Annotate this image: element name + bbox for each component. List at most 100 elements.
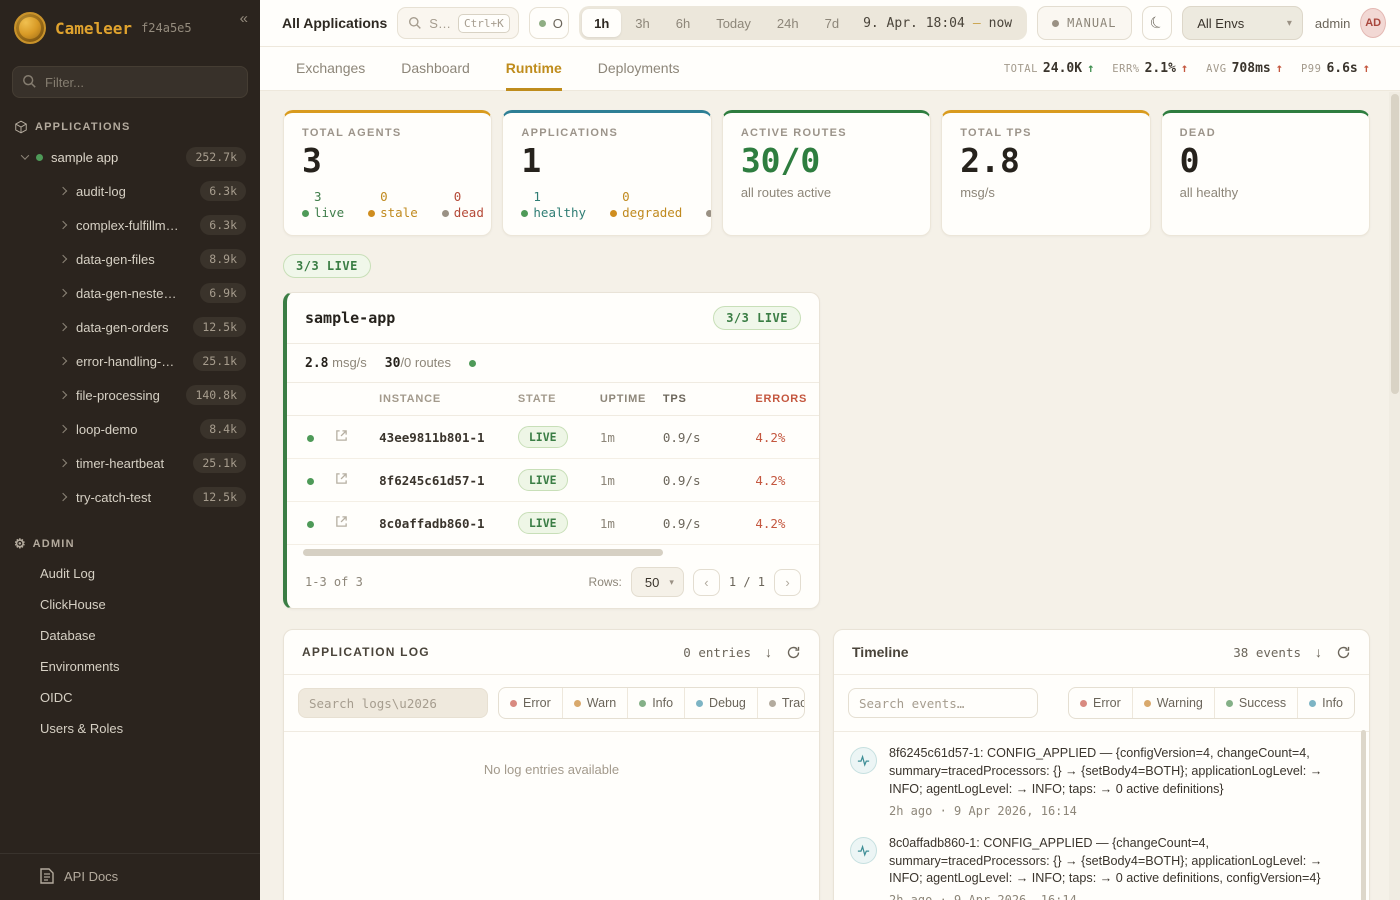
trend-up-icon: ↑ <box>1362 61 1370 75</box>
applications-section-label: APPLICATIONS <box>0 112 260 140</box>
refresh-icon[interactable] <box>786 645 801 660</box>
time-range-today[interactable]: Today <box>716 15 751 31</box>
sidebar-collapse-icon[interactable]: « <box>239 10 248 27</box>
log-entries-count: 0 entries <box>683 644 751 660</box>
filter-error[interactable]: Error <box>1069 688 1132 718</box>
sidebar-route-item[interactable]: data-gen-orders 12.5k <box>0 310 260 344</box>
sidebar-filter-input[interactable] <box>12 66 248 98</box>
content: TOTAL AGENTS 3 3 live 0 stale 0 dead APPLIC… <box>260 91 1400 900</box>
status-dot <box>610 209 618 217</box>
sidebar-item-users-roles[interactable]: Users & Roles <box>40 721 124 736</box>
tab-dashboard[interactable]: Dashboard <box>401 60 470 76</box>
environment-select[interactable]: All Envs ▾ <box>1182 6 1303 40</box>
status-dot <box>696 699 704 707</box>
status-dot <box>307 477 314 485</box>
filter-warning[interactable]: Warning <box>1131 688 1214 718</box>
event-timestamp: 2h ago · 9 Apr 2026, 16:14 <box>889 893 1349 900</box>
sidebar-route-item[interactable]: try-catch-test 12.5k <box>0 480 260 514</box>
scroll-to-bottom-icon[interactable]: ↓ <box>765 644 772 660</box>
tab-runtime[interactable]: Runtime <box>505 47 562 91</box>
sidebar-route-item[interactable]: complex-fulfillm… 6.3k <box>0 208 260 242</box>
api-docs-link[interactable]: API Docs <box>0 853 260 900</box>
timeline-event[interactable]: 8f6245c61d57-1: CONFIG_APPLIED — {config… <box>850 745 1349 818</box>
time-range-7d[interactable]: 7d <box>824 15 840 31</box>
status-dot <box>307 520 314 528</box>
status-dot <box>768 699 776 707</box>
filter-info[interactable]: Info <box>1297 688 1354 718</box>
moon-icon: ☾ <box>1146 12 1168 35</box>
sidebar-item-oidc[interactable]: OIDC <box>40 690 73 705</box>
sidebar-route-item[interactable]: file-processing 140.8k <box>0 378 260 412</box>
sidebar-item-clickhouse[interactable]: ClickHouse <box>40 597 106 612</box>
dark-mode-toggle[interactable]: ☾ <box>1141 6 1173 40</box>
timeline-event[interactable]: 8c0affadb860-1: CONFIG_APPLIED — {change… <box>850 835 1349 900</box>
sidebar-item-audit-log[interactable]: Audit Log <box>40 566 95 581</box>
page-scrollbar[interactable] <box>1389 92 1400 900</box>
external-link-icon[interactable] <box>335 515 348 528</box>
timeline-scrollbar[interactable] <box>1361 730 1366 900</box>
timeline-events-list: 8f6245c61d57-1: CONFIG_APPLIED — {config… <box>834 732 1369 900</box>
chevron-right-icon <box>58 458 68 468</box>
search-icon <box>409 16 422 29</box>
sidebar-route-item[interactable]: error-handling-… 25.1k <box>0 344 260 378</box>
time-range-1h[interactable]: 1h <box>582 9 622 37</box>
chevron-right-icon <box>58 288 68 298</box>
table-row[interactable]: 43ee9811b801-1 LIVE 1m 0.9/s 4.2% 1 <box>287 415 819 459</box>
time-range-display[interactable]: 9. Apr. 18:04 – now <box>863 15 1013 31</box>
state-badge: LIVE <box>517 426 568 448</box>
tab-exchanges[interactable]: Exchanges <box>296 60 366 76</box>
next-page-button[interactable]: › <box>774 568 801 596</box>
document-icon <box>40 868 54 884</box>
sidebar-route-item[interactable]: data-gen-neste… 6.9k <box>0 276 260 310</box>
global-search[interactable]: S… Ctrl+K <box>397 7 519 39</box>
online-status-button[interactable]: O <box>528 7 570 39</box>
sidebar-route-item[interactable]: data-gen-files 8.9k <box>0 242 260 276</box>
rows-per-page-select[interactable]: 50 ▾ <box>630 567 684 597</box>
cube-icon <box>15 120 27 134</box>
avatar[interactable]: AD <box>1360 8 1386 38</box>
chevron-down-icon: ▾ <box>1286 17 1292 29</box>
time-range-3h[interactable]: 3h <box>635 15 650 31</box>
scroll-to-bottom-icon[interactable]: ↓ <box>1315 644 1322 660</box>
status-dot <box>706 209 711 217</box>
status-dot <box>368 209 376 217</box>
sidebar-item-database[interactable]: Database <box>40 628 96 643</box>
status-dot <box>639 699 647 707</box>
status-dot <box>538 19 546 27</box>
stat-total: TOTAL 24.0K ↑ <box>1003 61 1095 76</box>
filter-trace[interactable]: Trace <box>756 688 804 718</box>
log-search-input[interactable] <box>298 688 488 718</box>
live-status-badge[interactable]: 3/3 LIVE <box>283 254 371 278</box>
external-link-icon[interactable] <box>335 472 348 485</box>
status-dot <box>521 209 529 217</box>
filter-success[interactable]: Success <box>1213 688 1297 718</box>
sidebar-item-environments[interactable]: Environments <box>40 659 120 674</box>
tab-deployments[interactable]: Deployments <box>597 60 680 76</box>
external-link-icon[interactable] <box>335 429 348 442</box>
sidebar-route-item[interactable]: timer-heartbeat 25.1k <box>0 446 260 480</box>
filter-debug[interactable]: Debug <box>684 688 757 718</box>
instances-table: INSTANCE STATE UPTIME TPS ERRORS H 43e <box>287 383 819 545</box>
count-badge: 12.5k <box>193 487 246 507</box>
manual-refresh-button[interactable]: MANUAL <box>1037 6 1132 40</box>
sidebar-header: Cameleer f24a5e5 « <box>0 0 260 56</box>
search-placeholder: S… <box>429 15 451 31</box>
filter-info[interactable]: Info <box>627 688 684 718</box>
section-tabs: Exchanges Dashboard Runtime Deployments … <box>260 47 1400 91</box>
log-level-filters: Error Warn Info Debug Trace <box>498 687 805 719</box>
prev-page-button[interactable]: ‹ <box>692 568 720 596</box>
table-row[interactable]: 8c0affadb860-1 LIVE 1m 0.9/s 4.2% 1 <box>287 501 819 545</box>
sidebar-route-item[interactable]: loop-demo 8.4k <box>0 412 260 446</box>
horizontal-scrollbar[interactable] <box>303 549 803 556</box>
filter-error[interactable]: Error <box>499 688 562 718</box>
time-range-24h[interactable]: 24h <box>776 15 799 31</box>
sidebar-route-item[interactable]: audit-log 6.3k <box>0 174 260 208</box>
timeline-search-input[interactable] <box>848 688 1038 718</box>
time-range-6h[interactable]: 6h <box>675 15 691 31</box>
sidebar-app-group[interactable]: sample app 252.7k <box>0 140 260 174</box>
count-badge: 12.5k <box>193 317 246 337</box>
refresh-icon[interactable] <box>1336 645 1351 660</box>
table-row[interactable]: 8f6245c61d57-1 LIVE 1m 0.9/s 4.2% 1 <box>287 458 819 502</box>
filter-warn[interactable]: Warn <box>561 688 627 718</box>
live-status-badge: 3/3 LIVE <box>713 306 801 330</box>
